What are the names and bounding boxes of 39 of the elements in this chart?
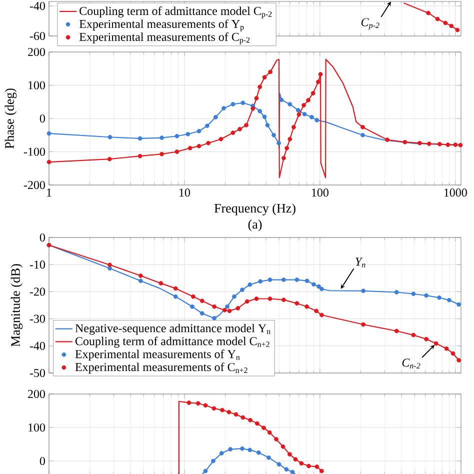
x-tick-label: 100 — [312, 188, 328, 197]
x-tick-label: 1000 — [444, 188, 467, 197]
x-axis-title: Frequency (Hz) — [214, 203, 296, 216]
point — [455, 28, 460, 32]
y-tick-label: 0 — [40, 456, 46, 466]
y-tick-label: -50 — [30, 368, 46, 378]
text: (a) — [248, 220, 262, 232]
point — [449, 24, 454, 28]
y-tick-label: -30 — [30, 314, 46, 323]
y-tick-label: -200 — [24, 180, 46, 190]
x-tick-label: 10 — [180, 188, 190, 197]
point — [443, 20, 448, 26]
y-tick-label: 0 — [40, 233, 46, 242]
y-tick-label: -40 — [30, 342, 46, 350]
y-axis-title: Phase (deg) — [4, 88, 17, 149]
y-axis-title: Magnitude (dB) — [10, 264, 23, 347]
legend-label: Coupling term of admittance model C$_{n+2}$ — [75, 336, 270, 348]
y-tick-label: 200 — [28, 390, 46, 398]
legend-label: Experimental measurements of C$_{n+2}$ — [75, 362, 248, 374]
legend-label: Negative-sequence admittance model Y$_{n}$ — [75, 324, 270, 335]
legend-label: Experimental measurements of Y$_{p}$ — [79, 19, 244, 32]
y-tick-label: -10 — [30, 260, 46, 269]
legend-label: Experimental measurements of C$_{p-2}$ — [79, 32, 250, 44]
y-tick-label: -100 — [24, 148, 46, 156]
y-tick-label: 100 — [28, 81, 46, 90]
y-tick-label: -60 — [30, 32, 46, 40]
y-tick-label: -20 — [30, 288, 46, 296]
y-tick-label: 0 — [40, 114, 46, 123]
annotation: C$_{n-2}$ — [402, 358, 420, 368]
point — [426, 10, 431, 16]
x-tick-label: 1 — [47, 188, 52, 196]
legend-label: Coupling term of admittance model C$_{p-2}$ — [80, 6, 272, 18]
point — [435, 16, 440, 22]
y-tick-label: -40 — [30, 2, 46, 10]
legend-label: Experimental measurements of Y$_{n}$ — [75, 350, 240, 361]
y-tick-label: 100 — [28, 423, 46, 432]
y-tick-label: 200 — [28, 48, 46, 56]
annotation: Y$_{n}$ — [356, 258, 366, 268]
annotation: C$_{p-2}$ — [361, 18, 380, 30]
